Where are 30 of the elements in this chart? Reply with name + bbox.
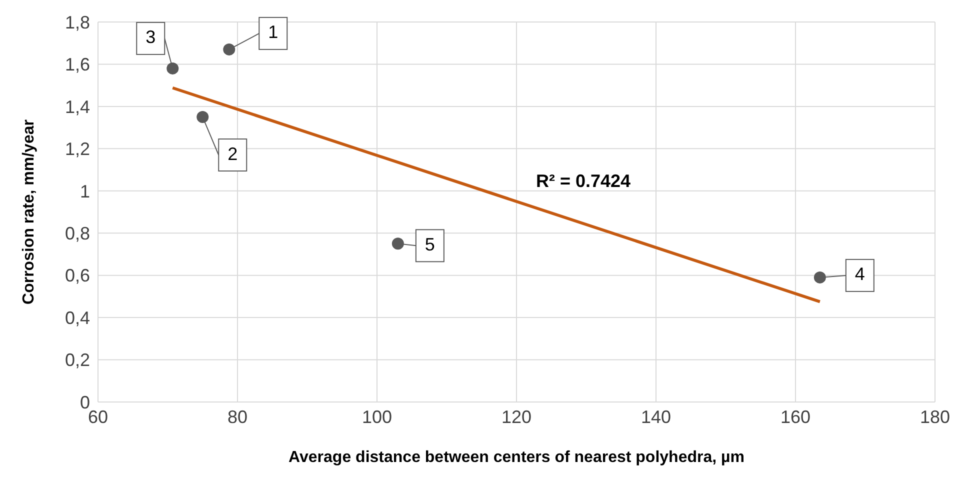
y-tick-label: 0,4 <box>64 308 90 328</box>
y-tick-label: 0,2 <box>64 350 90 370</box>
point <box>223 43 236 56</box>
point <box>196 111 209 123</box>
y-tick-label: 0,6 <box>64 266 90 286</box>
annotation: 1 <box>268 22 278 42</box>
x-tick-label: 80 <box>227 406 248 427</box>
x-tick-label: 60 <box>88 406 108 427</box>
point <box>166 62 179 74</box>
x-tick-label: 100 <box>362 406 392 427</box>
y-tick-label: 1 <box>80 181 90 202</box>
y-tick-label: 1,8 <box>64 12 90 32</box>
y-tick-label: 1,6 <box>64 54 90 75</box>
annotation: 3 <box>146 27 156 48</box>
x-tick-label: 160 <box>780 406 811 427</box>
point <box>392 238 404 250</box>
x-axis-title: Average distance between centers of nearest polyhedra, µm <box>288 449 744 466</box>
x-tick-label: 180 <box>920 406 950 427</box>
annotation: 2 <box>228 144 238 164</box>
y-axis-title: Corrosion rate, mm/year <box>20 120 38 304</box>
y-tick-label: 0,8 <box>64 224 90 244</box>
annotation: 4 <box>854 264 865 284</box>
y-tick-label: 1,2 <box>64 139 90 160</box>
y-tick-label: 1,4 <box>64 96 90 117</box>
point <box>814 271 826 284</box>
annotation: 5 <box>424 234 435 254</box>
x-tick-label: 120 <box>501 406 532 427</box>
annotation: R² = 0.7424 <box>536 171 631 192</box>
x-tick-label: 140 <box>640 406 672 427</box>
y-tick-label: 0 <box>80 392 90 412</box>
